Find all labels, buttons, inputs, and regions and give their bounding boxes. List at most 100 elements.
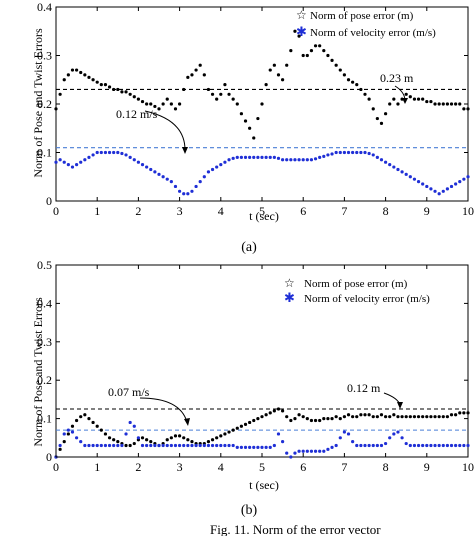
x-tick-label: 6 — [300, 204, 306, 218]
velocity-error-point — [437, 192, 441, 196]
pose-error-point — [91, 78, 95, 82]
velocity-error-point — [421, 182, 425, 186]
pose-error-point — [132, 95, 136, 99]
velocity-error-point — [136, 436, 140, 440]
x-tick-label: 7 — [341, 204, 347, 218]
pose-error-point — [219, 92, 223, 96]
pose-error-point — [384, 112, 388, 116]
pose-error-point — [466, 411, 470, 415]
velocity-error-point — [169, 443, 173, 448]
pose-error-point — [252, 418, 256, 423]
y-tick-label: 0.2 — [37, 97, 52, 111]
caption-a: (a) — [241, 240, 257, 255]
pose-error-point — [342, 415, 346, 419]
pose-error-point — [322, 49, 326, 53]
pose-error-point — [58, 92, 62, 96]
velocity-error-point — [120, 151, 124, 156]
velocity-error-point — [173, 184, 178, 189]
pose-error-point — [342, 73, 346, 77]
pose-error-point — [309, 418, 314, 423]
velocity-error-point — [346, 150, 351, 155]
pose-error-point — [83, 73, 87, 77]
velocity-error-point — [313, 157, 318, 161]
pose-error-point — [297, 413, 301, 417]
pose-error-point — [239, 112, 243, 116]
velocity-error-point — [305, 449, 309, 453]
velocity-error-point — [416, 180, 421, 184]
pose-error-point — [186, 75, 190, 79]
pose-error-point — [388, 415, 392, 419]
ticks-b: 0 1 2 3 4 5 6 7 8 9 10 0 0.1 0.2 0.3 0.4 0.5 — [37, 258, 474, 474]
x-tick-label: 6 — [300, 460, 306, 474]
y-tick-label: 0.1 — [37, 146, 52, 160]
velocity-error-point — [392, 432, 396, 436]
velocity-error-point — [433, 443, 437, 448]
x-tick-label: 1 — [94, 460, 100, 474]
velocity-error-point — [149, 167, 153, 172]
series-b — [54, 407, 470, 459]
velocity-error-point — [322, 154, 326, 158]
pose-error-point — [165, 438, 169, 442]
velocity-error-point — [412, 177, 417, 181]
annotation-velocity-a: 0.12 m/s — [116, 107, 158, 121]
velocity-error-point — [375, 443, 379, 448]
velocity-error-point — [132, 158, 136, 162]
x-tick-label: 10 — [462, 460, 474, 474]
velocity-error-point — [281, 440, 285, 444]
y-tick-label: 0.3 — [37, 49, 52, 63]
velocity-error-point — [202, 443, 206, 448]
velocity-error-point — [107, 150, 112, 155]
velocity-error-point — [194, 184, 198, 189]
x-tick-label: 0 — [53, 204, 59, 218]
velocity-error-point — [412, 443, 417, 448]
y-tick-label: 0.1 — [37, 412, 52, 426]
pose-error-point — [210, 92, 215, 96]
pose-error-point — [116, 440, 120, 444]
velocity-error-point — [227, 158, 231, 162]
velocity-error-point — [454, 443, 458, 448]
velocity-error-point — [235, 445, 239, 449]
pose-error-point — [293, 29, 297, 33]
velocity-error-point — [186, 443, 190, 448]
y-tick-label: 0.2 — [37, 373, 52, 387]
velocity-error-point — [256, 155, 260, 159]
pose-error-point — [272, 63, 276, 67]
annotation-pose-a: 0.23 m — [380, 71, 414, 85]
pose-error-point — [445, 415, 449, 419]
velocity-error-point — [281, 158, 285, 162]
pose-error-point — [392, 97, 396, 101]
velocity-error-point — [91, 443, 95, 448]
pose-error-point — [396, 415, 400, 419]
velocity-error-point — [120, 443, 124, 448]
x-tick-label: 2 — [135, 460, 141, 474]
pose-error-point — [75, 68, 79, 72]
velocity-error-point — [445, 187, 449, 191]
velocity-error-point — [379, 443, 384, 448]
x-tick-label: 3 — [177, 204, 183, 218]
pose-error-point — [112, 438, 116, 442]
pose-error-point — [429, 99, 433, 104]
velocity-error-point — [272, 443, 276, 448]
velocity-error-point — [416, 443, 421, 448]
velocity-error-point — [157, 172, 161, 176]
pose-error-point — [194, 68, 198, 72]
pose-error-point — [256, 116, 260, 121]
pose-error-point — [404, 92, 408, 96]
panel-b: 0 1 2 3 4 5 6 7 8 9 10 0 0.1 0.2 0.3 0.4 0.5 0.07 m/s 0.… — [31, 258, 474, 518]
pose-error-point — [54, 107, 58, 111]
velocity-error-point — [400, 170, 404, 174]
velocity-error-point — [388, 163, 392, 167]
velocity-error-point — [62, 432, 66, 436]
x-tick-label: 1 — [94, 204, 100, 218]
pose-error-point — [363, 92, 367, 96]
velocity-error-point — [342, 150, 346, 155]
pose-error-point — [252, 136, 256, 140]
pose-error-point — [351, 80, 355, 84]
velocity-error-point — [83, 158, 87, 162]
pose-error-point — [70, 424, 75, 428]
pose-error-point — [338, 417, 342, 421]
pose-error-point — [289, 418, 293, 423]
velocity-error-point — [305, 158, 309, 162]
pose-error-point — [260, 415, 264, 419]
pose-error-point — [330, 417, 334, 421]
